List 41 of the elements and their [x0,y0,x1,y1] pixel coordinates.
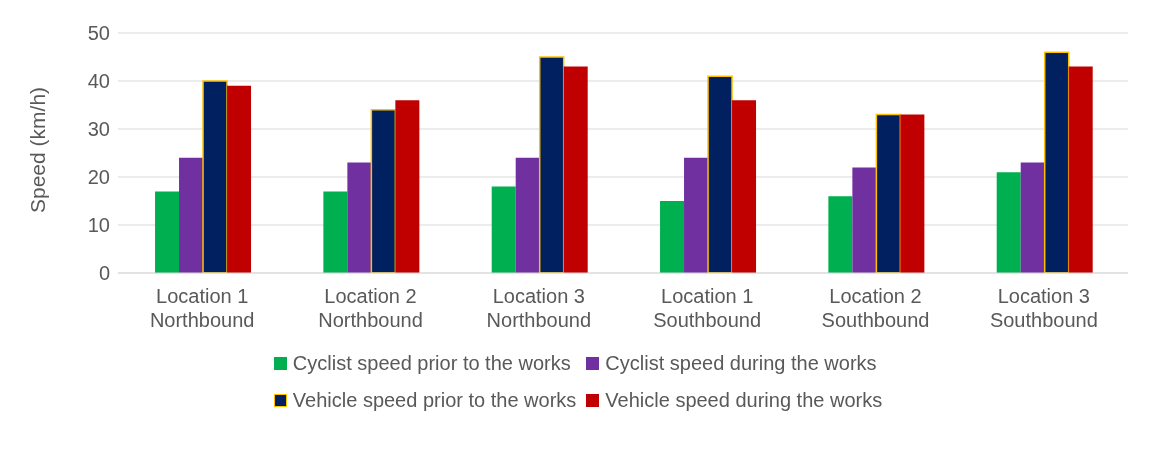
bar [155,191,180,273]
y-tick-label: 10 [87,214,110,237]
bar [563,66,588,273]
x-tick-label: Location 2 Northbound [318,285,423,331]
x-tick-label: Location 3 Southbound [989,285,1098,331]
bar [1020,162,1045,273]
y-tick-label: 30 [87,118,110,141]
bar [875,113,902,273]
y-tick-label: 20 [87,166,110,189]
x-tick-label: Location 3 Northbound [486,285,592,331]
bar [828,196,853,273]
bar [491,186,516,273]
bar [347,162,372,273]
legend-label: Vehicle speed prior to the works [292,389,577,412]
bar [996,172,1021,273]
bar [538,56,565,273]
bar [179,157,204,273]
bar [227,85,252,273]
bar [515,157,540,273]
bar [395,100,420,273]
bar [323,191,348,273]
y-tick-label: 40 [87,70,110,93]
x-tick-label: Location 1 Northbound [149,285,255,331]
y-tick-label: 50 [87,22,110,45]
bar [1068,66,1093,273]
bar [660,201,685,273]
bar [852,167,877,273]
bar [684,157,709,273]
x-tick-label: Location 2 Southbound [821,285,930,331]
y-axis-title: Speed (km/h) [26,86,50,213]
bar [732,100,757,273]
legend-label: Cyclist speed during the works [605,352,877,375]
legend-label: Cyclist speed prior to the works [292,352,571,375]
bar [370,109,397,273]
y-tick-label: 0 [98,262,110,285]
bar [202,80,228,273]
bar [707,75,733,273]
bar [900,114,925,273]
legend-label: Vehicle speed during the works [605,389,883,412]
bar [1043,51,1070,273]
x-tick-label: Location 1 Southbound [653,285,762,331]
